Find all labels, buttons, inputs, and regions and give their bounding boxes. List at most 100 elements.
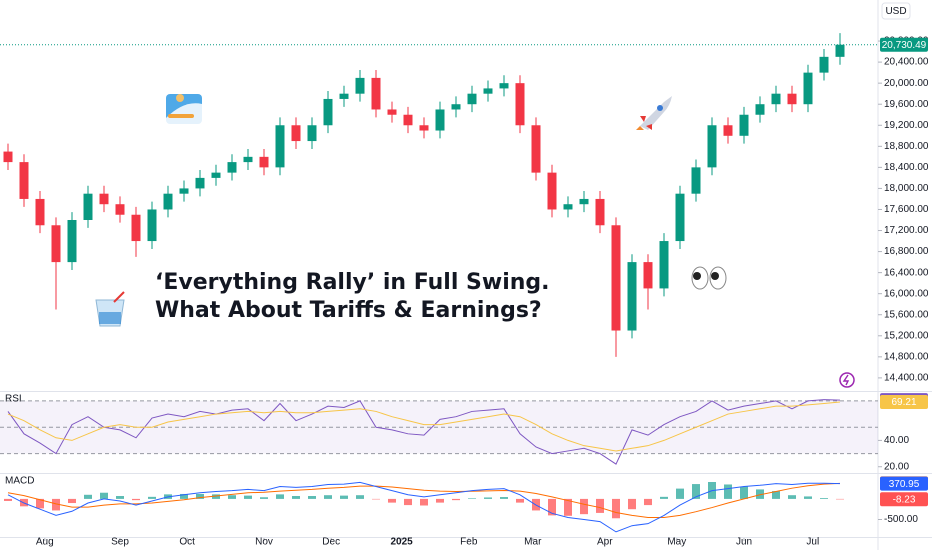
histogram-bar [68, 498, 76, 504]
candle-body [563, 204, 573, 210]
candle-body [3, 151, 13, 163]
histogram-bar [836, 498, 844, 500]
y-tick-label: 20,400.00 [884, 57, 929, 68]
histogram-bar [132, 498, 140, 501]
y-tick-label: 18,400.00 [884, 162, 929, 173]
x-tick-label: Sep [111, 537, 129, 548]
price-tag-label: 69.21 [891, 397, 916, 408]
y-tick-label: 17,600.00 [884, 204, 929, 215]
histogram-bar [468, 498, 476, 499]
price-tag [880, 394, 928, 409]
histogram-bar [452, 498, 460, 501]
candle-body [51, 225, 61, 263]
histogram-bar [612, 498, 620, 519]
histogram-bar [804, 496, 812, 499]
candle-body [147, 209, 157, 242]
x-tick-label: Oct [179, 537, 195, 548]
candle-body [403, 114, 413, 126]
candle-body [515, 83, 525, 126]
eyes-icon [691, 266, 727, 290]
candle-body [723, 125, 733, 136]
currency-box [881, 2, 911, 20]
candle-body [99, 193, 109, 205]
pane-title: MACD [5, 476, 34, 487]
series-line [7, 481, 841, 533]
candle-body [643, 262, 653, 289]
candle-body [67, 220, 77, 263]
y-tick-label: 20.00 [884, 461, 909, 472]
histogram-bar [628, 498, 636, 510]
x-tick-label: 2025 [390, 537, 413, 548]
y-tick-label: 16,000.00 [884, 288, 929, 299]
headline: ‘Everything Rally’ in Full Swing. [155, 270, 550, 295]
y-tick-label: 14,800.00 [884, 351, 929, 362]
y-tick-label: 15,200.00 [884, 330, 929, 341]
candle-body [339, 93, 349, 99]
histogram-bar [596, 498, 604, 513]
cup-icon [95, 291, 125, 327]
surfer-icon [166, 94, 202, 124]
candle-body [675, 193, 685, 242]
histogram-bar [4, 498, 12, 501]
candle-body [371, 77, 381, 110]
histogram-bar [724, 484, 732, 499]
histogram-bar [116, 496, 124, 499]
price-tag-label: -8.23 [893, 494, 916, 505]
histogram-bar [820, 498, 828, 499]
candle-body [211, 172, 221, 178]
candle-body [291, 125, 301, 142]
x-tick-label: Jun [736, 537, 752, 548]
histogram-bar [740, 486, 748, 499]
histogram-bar [52, 498, 60, 511]
histogram-bar [372, 498, 380, 500]
histogram-bar [292, 496, 300, 499]
histogram-bar [676, 488, 684, 499]
histogram-bar [148, 496, 156, 499]
histogram-bar [260, 497, 268, 499]
currency-label: USD [885, 6, 906, 17]
histogram-bar [356, 495, 364, 499]
candle-body [819, 56, 829, 73]
level-band [0, 400, 878, 454]
candle-body [499, 83, 509, 89]
histogram-bar [564, 498, 572, 516]
y-tick-label: 18,800.00 [884, 141, 929, 152]
y-tick-label: 14,400.00 [884, 373, 929, 384]
candle-body [179, 188, 189, 194]
candle-body [19, 162, 29, 199]
candle-body [835, 44, 845, 57]
candle-body [355, 77, 365, 94]
series-line [7, 482, 841, 518]
histogram-bar [756, 489, 764, 499]
rocket-icon [636, 96, 672, 130]
candle-body [419, 125, 429, 131]
histogram-bar [692, 484, 700, 499]
candle-body [483, 88, 493, 94]
x-tick-label: Dec [322, 537, 340, 548]
histogram-bar [84, 494, 92, 499]
candle-body [115, 204, 125, 215]
histogram-bar [500, 497, 508, 499]
histogram-bar [276, 494, 284, 499]
candle-body [467, 93, 477, 105]
candle-body [83, 193, 93, 220]
candle-body [259, 156, 269, 168]
x-tick-label: Nov [255, 537, 273, 548]
histogram-bar [340, 495, 348, 499]
headline: What About Tariffs & Earnings? [155, 298, 542, 323]
candle-body [755, 104, 765, 115]
x-tick-label: Mar [524, 537, 542, 548]
y-tick-label: 19,600.00 [884, 99, 929, 110]
histogram-bar [388, 498, 396, 503]
candle-body [307, 125, 317, 142]
y-tick-label: 18,000.00 [884, 183, 929, 194]
candle-body [787, 93, 797, 105]
histogram-bar [644, 498, 652, 506]
histogram-bar [788, 495, 796, 499]
candle-body [275, 125, 285, 168]
y-tick-label: 19,200.00 [884, 120, 929, 131]
candle-body [707, 125, 717, 168]
series-line [7, 399, 841, 465]
